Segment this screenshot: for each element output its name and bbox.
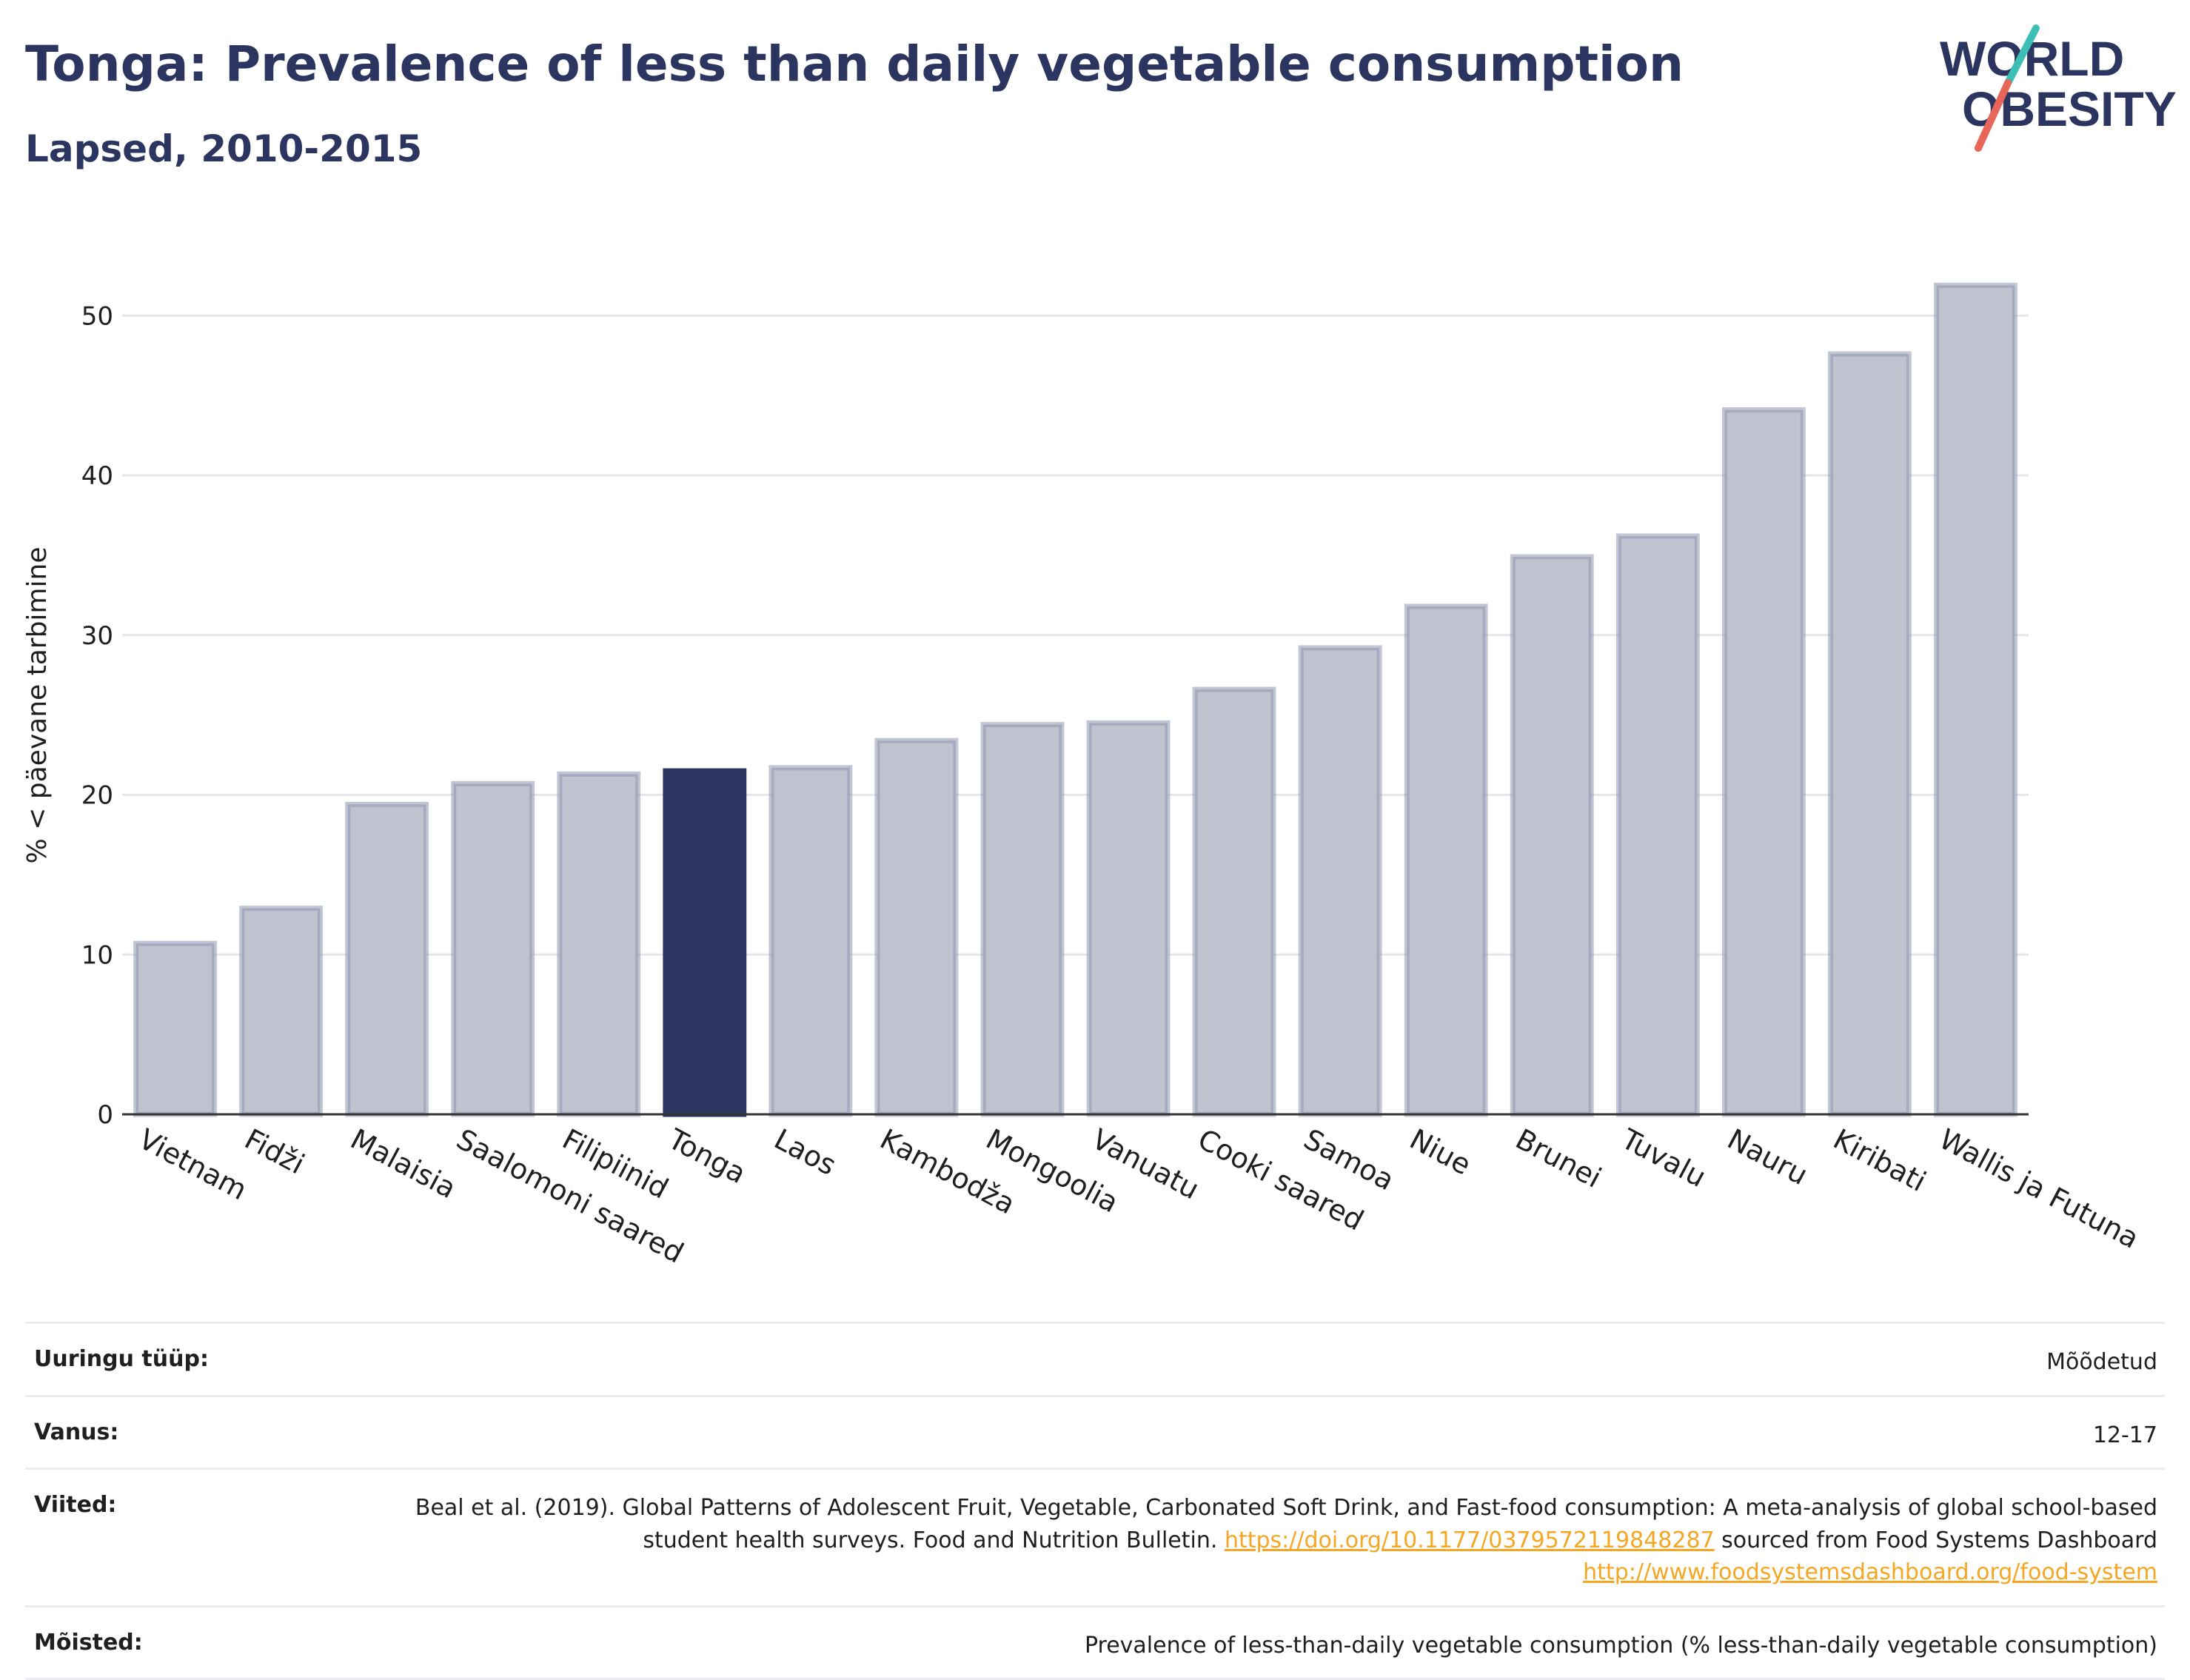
bar-vanuatu bbox=[1089, 723, 1168, 1114]
bar-malaisia bbox=[348, 804, 426, 1114]
bar-mongoolia bbox=[983, 725, 1062, 1114]
x-tick-label: Kiribati bbox=[1828, 1122, 1931, 1198]
bar-brunei bbox=[1513, 557, 1591, 1114]
x-tick-label: Nauru bbox=[1722, 1122, 1813, 1191]
info-row-definitions: Mõisted: Prevalence of less-than-daily v… bbox=[25, 1605, 2165, 1680]
x-tick-label: Wallis ja Futuna bbox=[1934, 1122, 2144, 1255]
x-tick-label: Tuvalu bbox=[1615, 1122, 1711, 1194]
bar-kiribati bbox=[1830, 354, 1909, 1114]
x-tick-label: Brunei bbox=[1510, 1122, 1607, 1194]
y-tick-label: 20 bbox=[81, 781, 113, 811]
reference-source-text: sourced from Food Systems Dashboard bbox=[1721, 1527, 2157, 1553]
bar-tonga bbox=[666, 771, 744, 1114]
bar-kambodža bbox=[877, 740, 956, 1114]
info-value: Mõõdetud bbox=[2046, 1346, 2157, 1379]
y-tick-label: 10 bbox=[81, 940, 113, 970]
bar-cooki-saared bbox=[1195, 689, 1273, 1114]
info-label: Viited: bbox=[34, 1492, 301, 1518]
bar-niue bbox=[1407, 606, 1485, 1114]
chart-subtitle: Lapsed, 2010-2015 bbox=[25, 127, 422, 170]
info-table: Uuringu tüüp: Mõõdetud Vanus: 12-17 Viit… bbox=[25, 1322, 2165, 1680]
y-tick-label: 30 bbox=[81, 621, 113, 651]
bar-vietnam bbox=[136, 943, 215, 1114]
bars bbox=[136, 285, 2015, 1114]
bar-fidži bbox=[242, 908, 321, 1114]
x-tick-label: Laos bbox=[769, 1122, 842, 1182]
bar-filipiinid bbox=[560, 774, 638, 1114]
chart-title: Tonga: Prevalence of less than daily veg… bbox=[25, 36, 1684, 93]
info-label: Mõisted: bbox=[34, 1630, 301, 1656]
info-row-age: Vanus: 12-17 bbox=[25, 1395, 2165, 1468]
bar-laos bbox=[771, 768, 850, 1114]
bar-wallis-ja-futuna bbox=[1937, 285, 2015, 1114]
world-obesity-logo: WORLD OBESITY bbox=[1925, 22, 2177, 155]
info-value: Beal et al. (2019). Global Patterns of A… bbox=[351, 1492, 2157, 1589]
bar-saalomoni-saared bbox=[454, 783, 532, 1114]
x-tick-label: Fidži bbox=[239, 1122, 309, 1180]
x-tick-label: Malaisia bbox=[345, 1122, 461, 1205]
y-tick-label: 0 bbox=[97, 1100, 113, 1130]
info-row-survey-type: Uuringu tüüp: Mõõdetud bbox=[25, 1322, 2165, 1395]
info-row-references: Viited: Beal et al. (2019). Global Patte… bbox=[25, 1468, 2165, 1605]
bar-tuvalu bbox=[1618, 536, 1697, 1114]
info-label: Vanus: bbox=[34, 1419, 301, 1445]
y-axis-title: % < päevane tarbimine bbox=[22, 547, 53, 864]
y-tick-label: 40 bbox=[81, 461, 113, 491]
bar-nauru bbox=[1724, 410, 1803, 1114]
doi-link[interactable]: https://doi.org/10.1177/0379572119848287 bbox=[1225, 1527, 1715, 1553]
info-value: Prevalence of less-than-daily vegetable … bbox=[1085, 1630, 2157, 1662]
bar-samoa bbox=[1301, 648, 1379, 1114]
y-tick-label: 50 bbox=[81, 301, 113, 331]
info-value: 12-17 bbox=[2093, 1419, 2157, 1452]
y-tick-labels: 0 10 20 30 40 50 bbox=[81, 301, 113, 1130]
x-tick-label: Niue bbox=[1404, 1122, 1476, 1181]
x-tick-label: Tonga bbox=[663, 1122, 751, 1191]
x-tick-label: Vietnam bbox=[133, 1122, 252, 1206]
info-label: Uuringu tüüp: bbox=[34, 1346, 301, 1372]
food-systems-dashboard-link[interactable]: http://www.foodsystemsdashboard.org/food… bbox=[1583, 1559, 2157, 1585]
